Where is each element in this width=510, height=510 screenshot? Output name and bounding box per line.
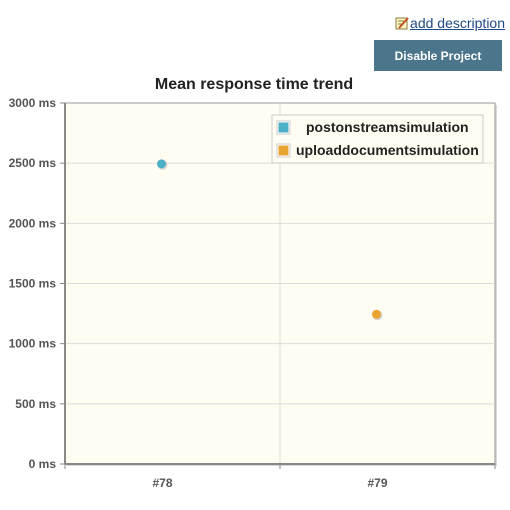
y-tick-label: 2500 ms [9, 156, 57, 170]
disable-project-button[interactable]: Disable Project [374, 40, 502, 71]
y-tick-label: 500 ms [15, 397, 56, 411]
legend [271, 114, 484, 164]
y-tick-label: 3000 ms [9, 96, 57, 110]
legend-swatch [278, 145, 289, 156]
y-tick-label: 1000 ms [9, 337, 57, 351]
chart-title: Mean response time trend [155, 76, 353, 93]
add-description[interactable]: add description [395, 15, 505, 31]
add-description-link[interactable]: add description [410, 15, 505, 31]
y-tick-label: 1500 ms [9, 277, 57, 291]
data-point [372, 309, 381, 319]
edit-note-icon [395, 17, 409, 30]
legend-label: postonstreamsimulation [306, 119, 469, 135]
data-point [157, 159, 166, 169]
x-tick-label: #78 [152, 476, 172, 490]
x-tick-label: #79 [367, 476, 387, 490]
y-tick-label: 2000 ms [9, 216, 57, 230]
legend-label: uploaddocumentsimulation [296, 142, 479, 158]
y-tick-label: 0 ms [29, 457, 57, 471]
legend-swatch [278, 122, 289, 133]
